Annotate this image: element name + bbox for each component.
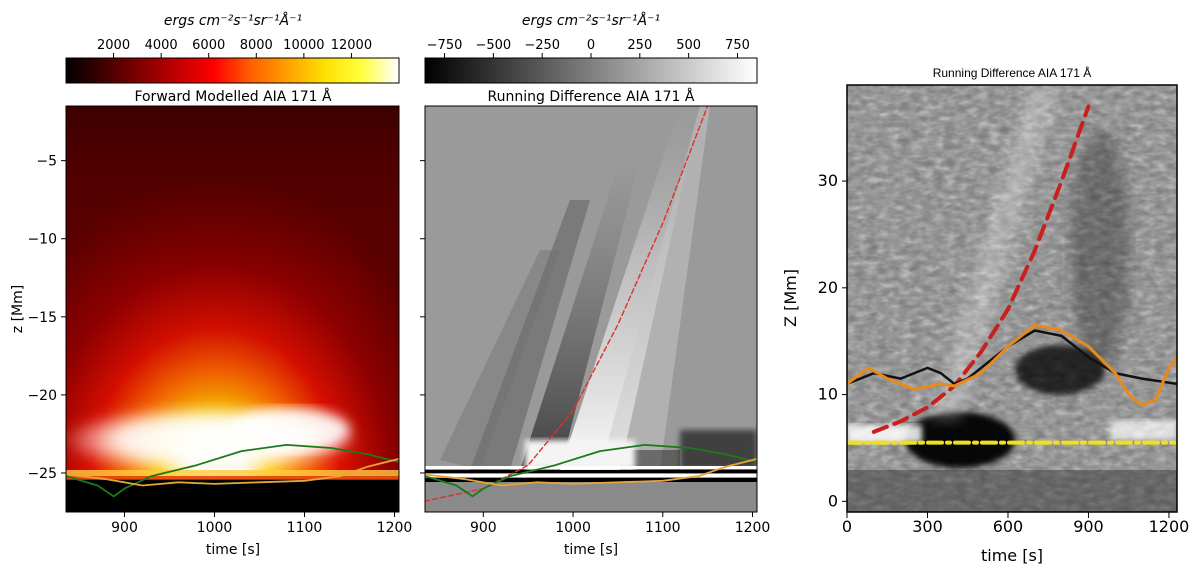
series-red-dashed (871, 104, 1091, 434)
y-tick-label: 20 (818, 278, 838, 297)
panel2-frame (424, 105, 758, 513)
x-tick-label: 900 (470, 520, 497, 536)
x-tick-label: 900 (1073, 517, 1104, 536)
colorbar-tick-label: 6000 (192, 38, 225, 53)
x-tick-label: 0 (842, 517, 852, 536)
x-tick-label: 1200 (1149, 517, 1190, 536)
x-tick-label: 1000 (555, 520, 591, 536)
y-tick-label: 10 (818, 385, 838, 404)
y-tick-label: −5 (36, 154, 57, 170)
series-black (847, 329, 1177, 386)
y-tick-label: −25 (27, 466, 57, 482)
colorbar1 (65, 57, 400, 84)
panel3-ylabel: Z [Mm] (781, 269, 800, 327)
panel1-image (66, 106, 399, 512)
x-tick-label: 1100 (287, 520, 323, 536)
y-tick-label: 0 (828, 491, 838, 510)
colorbar-tick-label: 0 (587, 38, 595, 53)
colorbar-tick-label: 2000 (97, 38, 130, 53)
panel1-ylabel: z [Mm] (10, 285, 26, 333)
colorbar-tick-label: −500 (475, 38, 511, 53)
y-tick-label: −15 (27, 310, 57, 326)
colorbar1-label: ergs cm⁻²s⁻¹sr⁻¹Å⁻¹ (164, 12, 302, 29)
colorbar-tick-label: 8000 (240, 38, 273, 53)
panel1-xticks: 900 1000 1100 1200 (111, 512, 412, 536)
series-orange (66, 457, 399, 487)
panel3-xticks: 0 300 600 900 1200 (842, 512, 1189, 536)
colorbar1-ticks: 2000 4000 6000 8000 10000 12000 (97, 38, 372, 58)
colorbar-tick-label: 4000 (145, 38, 178, 53)
y-tick-label: −10 (27, 232, 57, 248)
colorbar-tick-label: −750 (427, 38, 463, 53)
colorbar-tick-label: −250 (524, 38, 560, 53)
colorbar-tick-label: 750 (725, 38, 750, 53)
series-green (425, 443, 757, 498)
colorbar2-ticks: −750 −500 −250 0 250 500 750 (427, 38, 750, 58)
x-tick-label: 1200 (735, 520, 771, 536)
x-tick-label: 600 (993, 517, 1024, 536)
panel2-xlabel: time [s] (564, 542, 618, 558)
x-tick-label: 1200 (377, 520, 413, 536)
panel3-title: Running Difference AIA 171 Å (933, 65, 1092, 80)
colorbar-tick-label: 12000 (331, 38, 372, 53)
panel2-image (425, 106, 757, 512)
panel1-lines (66, 443, 399, 498)
y-tick-label: 30 (818, 171, 838, 190)
panel2-yticks-marks (420, 160, 425, 474)
panel1-yticks: −5 −10 −15 −20 −25 (27, 154, 66, 482)
panel3-yticks: 0 10 20 30 (818, 171, 847, 510)
colorbar2-label: ergs cm⁻²s⁻¹sr⁻¹Å⁻¹ (522, 12, 660, 29)
x-tick-label: 900 (111, 520, 138, 536)
panel3-lines (847, 104, 1177, 445)
x-tick-label: 300 (912, 517, 943, 536)
panel3-frame (846, 84, 1178, 513)
series-green (66, 443, 399, 498)
panel3-xlabel: time [s] (981, 546, 1043, 565)
colorbar2 (424, 57, 758, 84)
colorbar-tick-label: 500 (676, 38, 701, 53)
panel1-xlabel: time [s] (206, 542, 260, 558)
panel2-title: Running Difference AIA 171 Å (488, 88, 695, 105)
x-tick-label: 1000 (197, 520, 233, 536)
colorbar-tick-label: 10000 (283, 38, 324, 53)
y-tick-label: −20 (27, 388, 57, 404)
colorbar-tick-label: 250 (627, 38, 652, 53)
series-orange (425, 457, 757, 487)
panel1-frame (65, 105, 400, 513)
series-orange (847, 323, 1177, 407)
x-tick-label: 1100 (645, 520, 681, 536)
panel1-title: Forward Modelled AIA 171 Å (134, 88, 332, 105)
panel2-xticks: 900 1000 1100 1200 (470, 512, 770, 536)
panel2-lines (425, 106, 757, 502)
